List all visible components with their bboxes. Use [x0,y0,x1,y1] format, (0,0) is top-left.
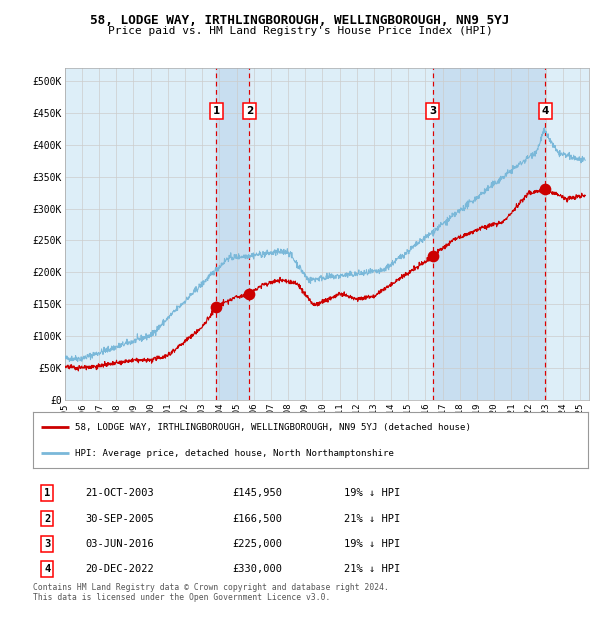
Point [211,302,221,312]
Text: £225,000: £225,000 [233,539,283,549]
Text: This data is licensed under the Open Government Licence v3.0.: This data is licensed under the Open Gov… [33,593,331,602]
Text: £145,950: £145,950 [233,488,283,498]
Text: 21-OCT-2003: 21-OCT-2003 [86,488,154,498]
Text: 4: 4 [541,106,549,116]
Text: Contains HM Land Registry data © Crown copyright and database right 2024.: Contains HM Land Registry data © Crown c… [33,583,389,592]
Text: 20-DEC-2022: 20-DEC-2022 [86,564,154,574]
Point [245,289,254,299]
Text: 19% ↓ HPI: 19% ↓ HPI [344,539,400,549]
Text: 03-JUN-2016: 03-JUN-2016 [86,539,154,549]
Text: £166,500: £166,500 [233,513,283,523]
Text: 1: 1 [212,106,220,116]
Bar [216,68,250,400]
Text: 21% ↓ HPI: 21% ↓ HPI [344,564,400,574]
Text: 58, LODGE WAY, IRTHLINGBOROUGH, WELLINGBOROUGH, NN9 5YJ (detached house): 58, LODGE WAY, IRTHLINGBOROUGH, WELLINGB… [74,423,470,432]
Text: 4: 4 [44,564,50,574]
Text: 58, LODGE WAY, IRTHLINGBOROUGH, WELLINGBOROUGH, NN9 5YJ: 58, LODGE WAY, IRTHLINGBOROUGH, WELLINGB… [91,14,509,27]
Text: HPI: Average price, detached house, North Northamptonshire: HPI: Average price, detached house, Nort… [74,448,394,458]
Text: £330,000: £330,000 [233,564,283,574]
Bar [433,68,545,400]
Text: 2: 2 [246,106,253,116]
Text: Price paid vs. HM Land Registry's House Price Index (HPI): Price paid vs. HM Land Registry's House … [107,26,493,36]
Text: 19% ↓ HPI: 19% ↓ HPI [344,488,400,498]
Text: 3: 3 [44,539,50,549]
Text: 2: 2 [44,513,50,523]
Point [541,184,550,194]
Text: 1: 1 [44,488,50,498]
Text: 30-SEP-2005: 30-SEP-2005 [86,513,154,523]
Point [428,252,437,262]
Text: 3: 3 [429,106,436,116]
Text: 21% ↓ HPI: 21% ↓ HPI [344,513,400,523]
